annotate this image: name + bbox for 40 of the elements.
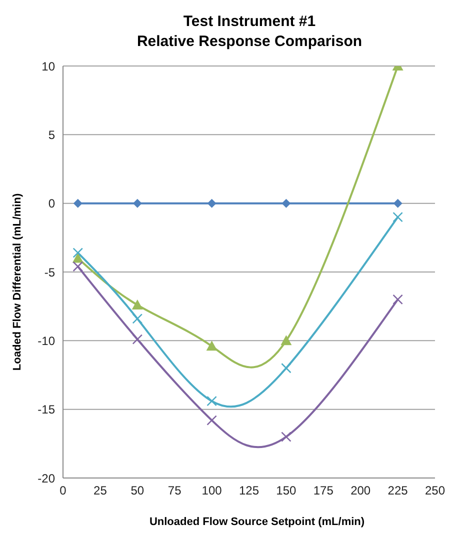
- x-axis-title: Unloaded Flow Source Setpoint (mL/min): [148, 516, 366, 528]
- x-tick-label: 175: [313, 484, 334, 498]
- point: [72, 252, 84, 263]
- point: [206, 396, 217, 406]
- point: [132, 334, 143, 344]
- point: [207, 198, 216, 208]
- point: [206, 415, 217, 426]
- point: [73, 198, 82, 208]
- x-tick-label: 75: [168, 484, 182, 498]
- x-tick-label: 150: [276, 484, 297, 498]
- x-tick-label: 0: [60, 484, 67, 498]
- x-tick-label: 250: [424, 484, 446, 498]
- x-tick-label: 225: [388, 484, 408, 498]
- x-tick-label: 100: [202, 484, 222, 498]
- point: [132, 299, 143, 310]
- y-tick-label: -20: [38, 471, 56, 486]
- chart-title: Test Instrument #1 Relative Response Comparison: [136, 12, 364, 52]
- point: [392, 212, 403, 222]
- point: [392, 294, 403, 305]
- point: [282, 198, 291, 208]
- y-tick-label: 10: [42, 59, 56, 74]
- point: [281, 362, 292, 374]
- y-tick-label: 5: [48, 128, 56, 142]
- y-tick-label: 0: [48, 196, 56, 211]
- x-tick-label: 200: [350, 484, 371, 498]
- y-tick-label: -5: [44, 265, 56, 280]
- point: [281, 432, 292, 442]
- point: [72, 261, 84, 272]
- y-tick-label: -10: [38, 334, 56, 348]
- point: [72, 248, 84, 258]
- point: [132, 314, 143, 324]
- point: [132, 198, 142, 208]
- x-tick-label: 125: [238, 484, 260, 498]
- point: [280, 335, 292, 346]
- x-tick-label: 25: [94, 484, 108, 498]
- point: [393, 198, 402, 208]
- x-tick-label: 50: [130, 484, 144, 498]
- y-tick-label: -15: [38, 402, 56, 417]
- point: [206, 340, 218, 351]
- y-axis-title: Loaded Flow Differential (mL/min): [12, 193, 24, 371]
